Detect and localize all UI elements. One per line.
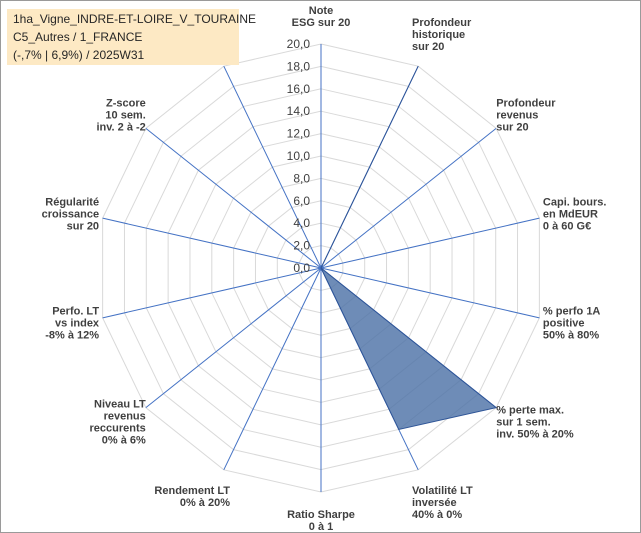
axis-label: Note ESG sur 20: [292, 5, 351, 29]
axis-spoke: [320, 127, 497, 269]
info-line-2: C5_Autres / 1_FRANCE: [13, 30, 143, 44]
axis-label: % perte max. sur 1 sem. inv. 50% à 20%: [496, 404, 574, 440]
tick-label: 8,0: [293, 171, 310, 185]
axis-label: Rendement LT 0% à 20%: [154, 485, 230, 509]
axis-spoke: [145, 267, 322, 409]
tick-label: 16,0: [287, 82, 311, 96]
radar-tick-labels: 0,0 2,0 4,0 6,0 8,0 10,0 12,0 14,0 16,0 18,0 20,0: [287, 37, 311, 275]
info-line-3: (-,7% | 6,9%) / 2025W31: [13, 48, 145, 62]
tick-label: 12,0: [287, 127, 311, 141]
axis-label: Profondeur revenus sur 20: [496, 98, 556, 134]
axis-spoke: [320, 217, 540, 269]
tick-label: 4,0: [293, 216, 310, 230]
tick-label: 0,0: [293, 261, 310, 275]
axis-label: Profondeur historique sur 20: [412, 17, 472, 53]
info-box: 1ha_Vigne_INDRE-ET-LOIRE_V_TOURAINE C5_A…: [7, 9, 256, 65]
axis-label: Ratio Sharpe 0 à 1: [287, 509, 355, 532]
radar-series: [320, 65, 498, 431]
axis-label: Volatilité LT inversée 40% à 0%: [412, 485, 473, 521]
tick-label: 18,0: [287, 59, 311, 73]
axis-label: Régularité croissance sur 20: [42, 196, 99, 232]
tick-label: 2,0: [293, 239, 310, 253]
axis-spoke: [320, 267, 540, 319]
axis-label: Perfo. LT vs index -8% à 12%: [45, 306, 100, 342]
axis-spoke: [102, 217, 322, 269]
axis-spoke: [102, 267, 322, 319]
tick-label: 6,0: [293, 194, 310, 208]
axis-label: Niveau LT revenus reccurents 0% à 6%: [90, 398, 147, 446]
axis-spoke: [145, 127, 322, 269]
tick-label: 20,0: [287, 37, 311, 51]
axis-spoke: [223, 267, 322, 471]
axis-spoke: [223, 65, 322, 269]
series-area: [320, 65, 498, 431]
tick-label: 14,0: [287, 104, 311, 118]
axis-label: % perfo 1A positive 50% à 80%: [543, 306, 601, 342]
tick-label: 10,0: [287, 149, 311, 163]
info-line-1: 1ha_Vigne_INDRE-ET-LOIRE_V_TOURAINE: [13, 12, 256, 26]
axis-label: Capi. bours. en MdEUR 0 à 60 G€: [543, 196, 607, 232]
axis-label: Z-score 10 sem. inv. 2 à -2: [96, 98, 145, 134]
